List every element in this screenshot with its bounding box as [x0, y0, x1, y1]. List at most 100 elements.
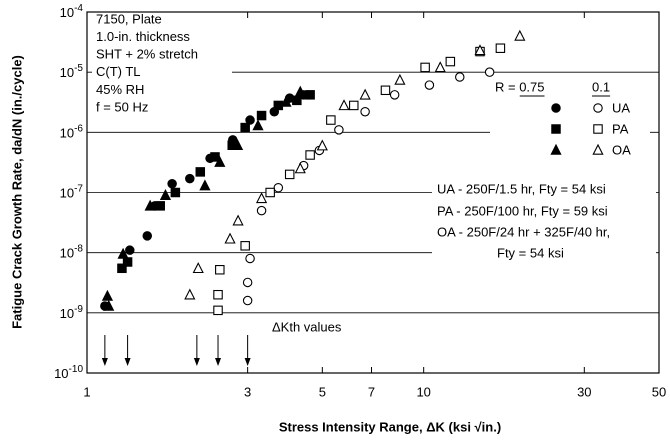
x-tick-label: 3	[244, 384, 251, 399]
point	[231, 139, 244, 150]
y-tick-label: 10-10	[54, 364, 83, 382]
legend-label: UA	[612, 100, 630, 115]
point	[224, 232, 236, 244]
y-tick-label: 10-5	[60, 63, 84, 81]
point	[394, 73, 406, 85]
point	[484, 67, 495, 77]
point	[142, 231, 153, 241]
threshold-arrowhead	[193, 358, 200, 366]
point	[294, 162, 306, 174]
specimen-note: C(T) TL	[96, 64, 141, 79]
legend-marker	[593, 124, 603, 134]
point	[455, 72, 465, 82]
point	[185, 173, 195, 184]
specimen-note: f = 50 Hz	[96, 99, 148, 114]
point	[210, 152, 220, 162]
legend-marker	[551, 124, 561, 134]
threshold-arrowhead	[101, 358, 108, 366]
point	[103, 299, 115, 311]
y-tick-label: 10-6	[60, 123, 84, 141]
legend-label: OA	[612, 142, 631, 157]
y-tick-label: 10-9	[60, 303, 84, 321]
point	[316, 139, 328, 151]
point	[199, 179, 211, 191]
temper-note: UA - 250F/1.5 hr, Fty = 54 ksi	[437, 181, 606, 196]
point	[349, 100, 359, 111]
point	[122, 257, 133, 267]
x-tick-label: 1	[83, 384, 90, 399]
legend-bg	[490, 80, 650, 160]
point	[240, 122, 250, 133]
point	[424, 80, 435, 90]
y-axis-label: Fatigue Crack Growth Rate, da/dN (in./cy…	[9, 55, 24, 329]
specimen-note: 7150, Plate	[96, 11, 162, 26]
specimen-note: SHT + 2% stretch	[96, 47, 198, 62]
x-tick-label: 7	[368, 384, 375, 399]
point	[256, 110, 267, 121]
point	[213, 289, 223, 300]
point	[144, 199, 156, 211]
point	[213, 305, 223, 316]
note-bg	[432, 180, 656, 262]
legend-header: 0.1	[592, 79, 610, 94]
point	[474, 44, 486, 56]
threshold-arrowhead	[124, 358, 131, 366]
temper-note: PA - 250F/100 hr, Fty = 59 ksi	[437, 203, 608, 218]
point	[514, 29, 526, 41]
point	[101, 289, 114, 301]
point	[195, 167, 206, 177]
x-axis-label: Stress Intensity Range, ΔK (ksi √in.)	[279, 419, 501, 434]
point	[495, 43, 506, 53]
point	[117, 247, 129, 259]
point	[245, 253, 255, 264]
point	[294, 85, 306, 97]
point	[434, 61, 446, 73]
legend-marker	[593, 103, 603, 113]
point	[305, 150, 315, 160]
point	[305, 90, 315, 100]
point	[192, 262, 204, 274]
y-tick-label: 10-4	[60, 3, 84, 21]
point	[245, 115, 255, 125]
threshold-arrowhead	[215, 358, 222, 366]
point	[256, 205, 267, 216]
point	[255, 192, 268, 204]
legend-label: PA	[612, 121, 629, 136]
threshold-label: ΔKth values	[272, 319, 342, 334]
point	[389, 90, 400, 100]
point	[184, 288, 196, 300]
point	[167, 178, 177, 189]
specimen-note: 45% RH	[96, 82, 144, 97]
specimen-note: 1.0-in. thickness	[96, 29, 190, 44]
point	[242, 277, 253, 288]
point	[170, 187, 181, 198]
y-tick-label: 10-7	[60, 183, 84, 201]
temper-note: OA - 250F/24 hr + 325F/40 hr,	[437, 224, 610, 239]
point	[292, 95, 302, 106]
y-tick-label: 10-8	[60, 243, 84, 261]
x-tick-label: 50	[652, 384, 666, 399]
point	[420, 62, 430, 73]
legend-marker	[551, 103, 561, 113]
point	[360, 106, 370, 117]
point	[338, 99, 350, 111]
point	[326, 115, 336, 125]
point	[280, 95, 292, 107]
point	[284, 169, 295, 180]
point	[240, 241, 250, 251]
point	[252, 119, 264, 131]
point	[242, 295, 253, 306]
point	[273, 182, 284, 193]
point	[155, 201, 165, 211]
x-tick-label: 5	[319, 384, 326, 399]
point	[159, 189, 172, 201]
x-tick-label: 30	[577, 384, 591, 399]
point	[125, 245, 135, 255]
point	[265, 187, 275, 198]
note-bg	[92, 13, 232, 118]
threshold-arrowhead	[244, 358, 251, 366]
point	[232, 214, 244, 226]
point	[334, 125, 344, 135]
